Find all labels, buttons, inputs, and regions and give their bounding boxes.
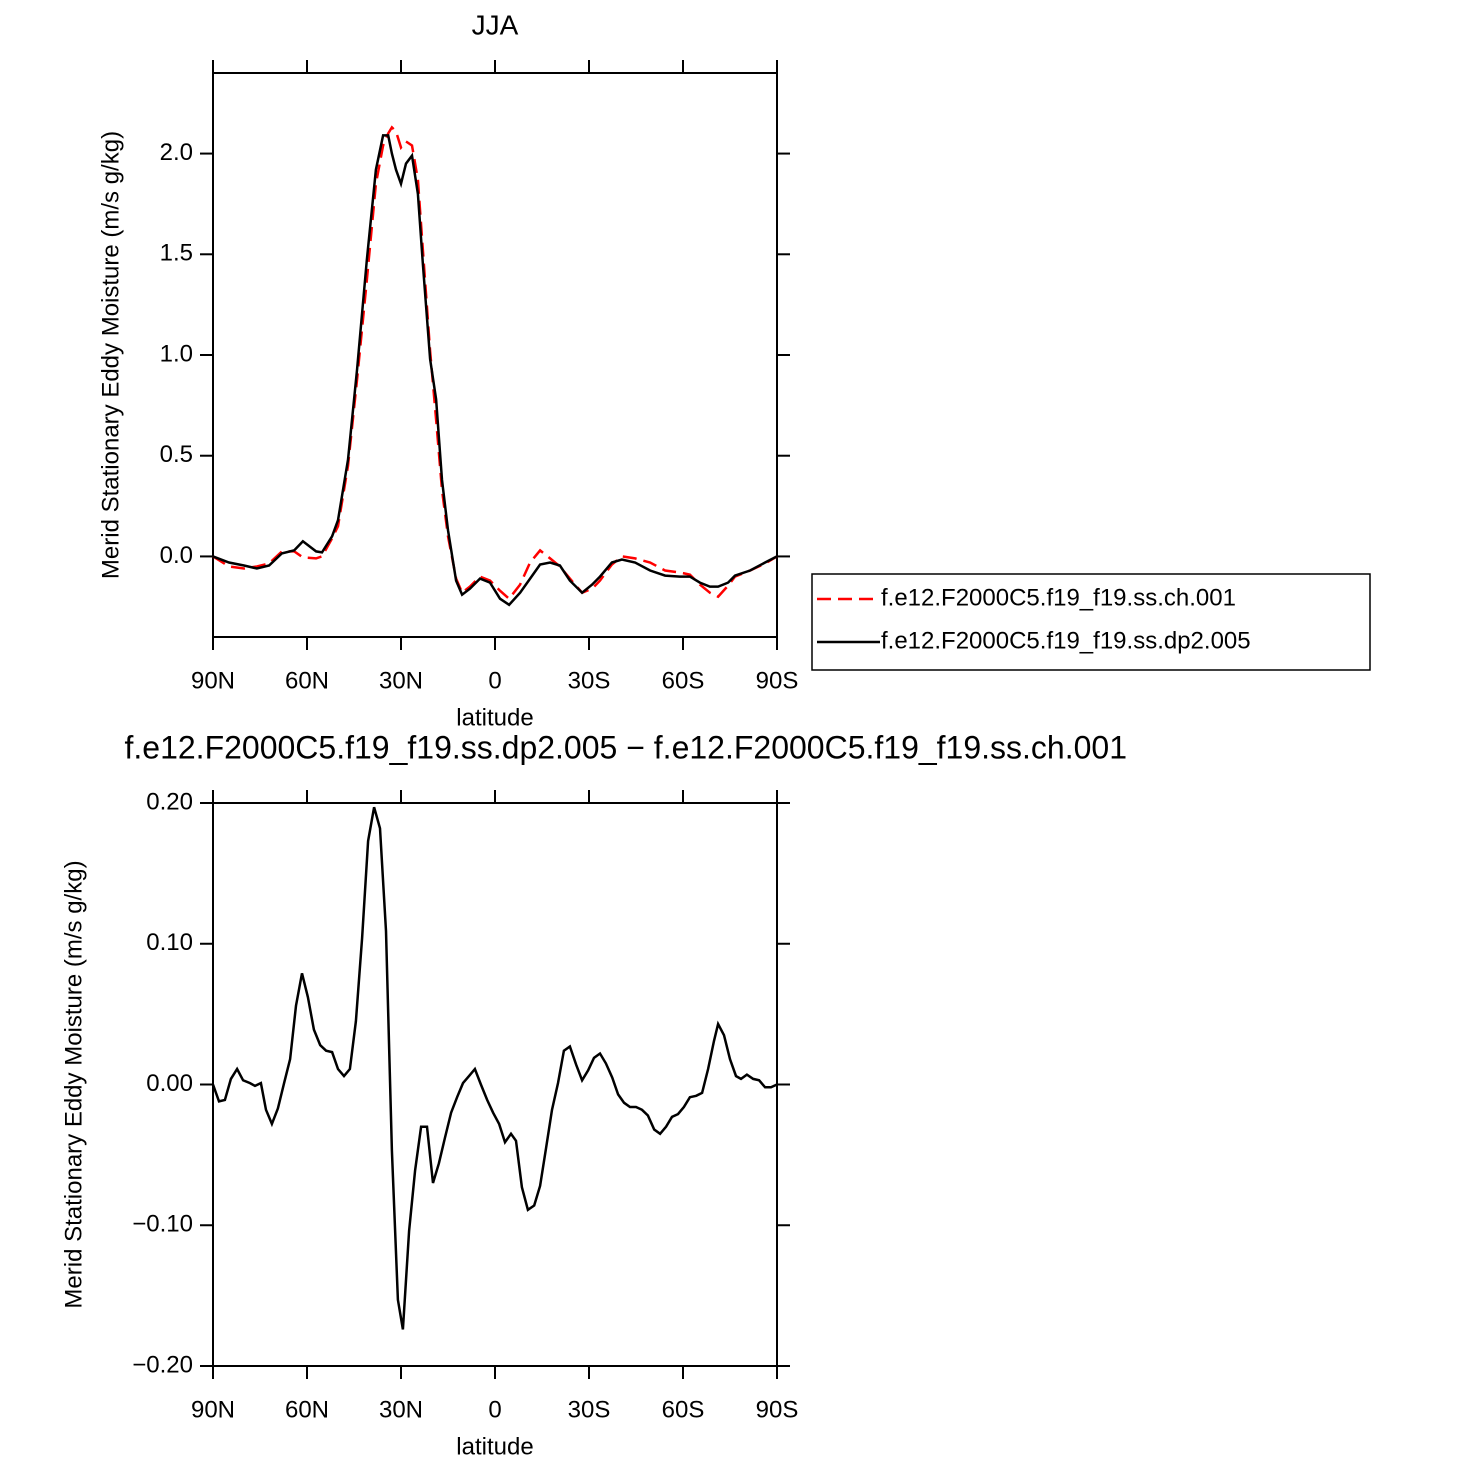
x-tick-label: 90N xyxy=(191,1396,235,1423)
y-tick-label: 0.0 xyxy=(160,542,193,569)
x-tick-label: 30S xyxy=(568,667,611,694)
y-tick-label: 1.0 xyxy=(160,340,193,367)
y-axis-label: Merid Stationary Eddy Moisture (m/s g/kg… xyxy=(60,860,87,1308)
y-tick-label: 2.0 xyxy=(160,139,193,166)
x-tick-label: 60N xyxy=(285,1396,329,1423)
x-tick-label: 0 xyxy=(488,1396,501,1423)
data-line xyxy=(212,125,778,601)
data-line xyxy=(212,134,778,607)
y-tick-label: 0.10 xyxy=(146,929,193,956)
x-tick-label: 60N xyxy=(285,667,329,694)
x-tick-label: 60S xyxy=(662,667,705,694)
x-axis-label: latitude xyxy=(456,1433,533,1460)
y-tick-label: 0.00 xyxy=(146,1070,193,1097)
data-line xyxy=(211,806,778,1330)
x-tick-label: 90S xyxy=(756,667,799,694)
chart-title: JJA xyxy=(472,9,519,40)
y-tick-label: 0.5 xyxy=(160,441,193,468)
x-tick-label: 90S xyxy=(756,1396,799,1423)
legend-label: f.e12.F2000C5.f19_f19.ss.ch.001 xyxy=(881,584,1236,611)
y-tick-label: 0.20 xyxy=(146,788,193,815)
x-tick-label: 30N xyxy=(379,667,423,694)
y-axis-label: Merid Stationary Eddy Moisture (m/s g/kg… xyxy=(97,131,124,579)
plot-frame xyxy=(212,802,778,1367)
y-tick-label: −0.20 xyxy=(132,1351,193,1378)
x-axis-label: latitude xyxy=(456,704,533,731)
y-tick-label: −0.10 xyxy=(132,1211,193,1238)
chart-title: f.e12.F2000C5.f19_f19.ss.dp2.005 − f.e12… xyxy=(125,729,1128,765)
legend: f.e12.F2000C5.f19_f19.ss.ch.001 f.e12.F20… xyxy=(811,573,1371,671)
x-tick-label: 0 xyxy=(488,667,501,694)
plot-frame xyxy=(212,72,778,638)
x-tick-label: 30N xyxy=(379,1396,423,1423)
legend-box xyxy=(811,573,1371,671)
legend-label: f.e12.F2000C5.f19_f19.ss.dp2.005 xyxy=(881,627,1251,654)
x-tick-label: 90N xyxy=(191,667,235,694)
y-tick-label: 1.5 xyxy=(160,240,193,267)
x-tick-label: 60S xyxy=(662,1396,705,1423)
x-tick-label: 30S xyxy=(568,1396,611,1423)
